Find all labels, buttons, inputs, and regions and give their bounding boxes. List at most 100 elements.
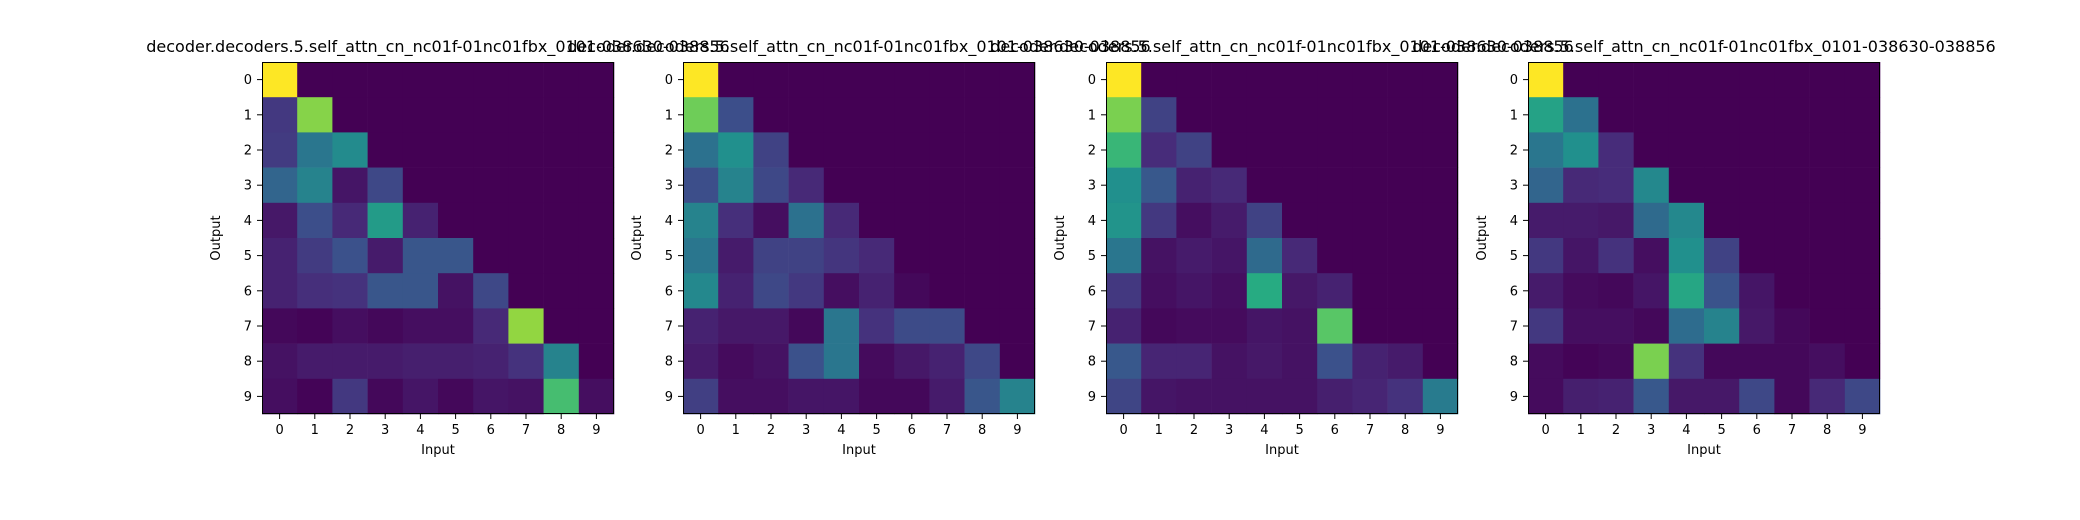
heatmap-cell (1176, 202, 1212, 239)
heatmap-cell (1774, 378, 1810, 415)
x-tick-label: 7 (522, 423, 530, 438)
heatmap-cell (1739, 308, 1775, 344)
heatmap-cell (894, 238, 930, 274)
heatmap-cell (1844, 378, 1881, 415)
heatmap-cell (823, 62, 860, 98)
x-tick-label: 9 (592, 423, 600, 438)
y-tick-label: 1 (1088, 108, 1096, 123)
heatmap-cell (367, 62, 404, 98)
heatmap-cell (1774, 167, 1810, 204)
heatmap-cell (1211, 378, 1248, 415)
heatmap-cell (718, 273, 754, 309)
heatmap-cell (1739, 97, 1775, 133)
y-tick-label: 4 (665, 214, 673, 229)
y-tick-label: 4 (1510, 214, 1518, 229)
heatmap-cell (999, 132, 1036, 168)
heatmap-cell (1282, 202, 1318, 239)
heatmap-cell (683, 308, 719, 344)
heatmap-cell (367, 343, 404, 380)
heatmap-cell (1387, 97, 1424, 133)
heatmap-cell (1563, 273, 1599, 309)
heatmap-cell (718, 167, 754, 204)
heatmap-cell (473, 238, 509, 274)
heatmap-cell (1528, 343, 1564, 380)
heatmap-cell (1352, 132, 1388, 168)
heatmap-cell (1774, 132, 1810, 168)
x-tick-label: 5 (1295, 423, 1303, 438)
heatmap-cell (964, 238, 1001, 274)
heatmap-panel-1: Input Output 0 1 2 3 4 5 6 7 8 9 0 1 2 3 4 5 6 7 8 9 decoder… (146, 37, 729, 458)
heatmap-cell (1809, 97, 1846, 133)
heatmap-cell (1668, 202, 1705, 239)
heatmap-cell (543, 238, 580, 274)
heatmap-cell (1774, 273, 1810, 309)
heatmap-cell (1563, 308, 1599, 344)
heatmap-cell (1704, 343, 1740, 380)
heatmap-cell (367, 132, 404, 168)
heatmap-cell (718, 97, 754, 133)
heatmap-cell (1774, 308, 1810, 344)
heatmap-cell (1282, 167, 1318, 204)
heatmap-cell (508, 97, 544, 133)
x-tick-label: 5 (451, 423, 459, 438)
heatmap-cell (543, 62, 580, 98)
heatmap-cell (332, 97, 368, 133)
heatmap-cell (1633, 273, 1670, 309)
heatmap-cell (753, 202, 789, 239)
heatmap-cell (1704, 97, 1740, 133)
heatmap-cell (578, 132, 615, 168)
heatmap-cell (859, 273, 895, 309)
x-axis-label: Input (1687, 443, 1721, 458)
heatmap-cell (402, 62, 439, 98)
heatmap-cell (859, 378, 895, 415)
x-tick-label: 7 (943, 423, 951, 438)
heatmap-cell (823, 238, 860, 274)
heatmap-cell (1668, 97, 1705, 133)
x-tick-label: 3 (1647, 423, 1655, 438)
heatmap-cell (1422, 378, 1459, 415)
heatmap-cell (1563, 238, 1599, 274)
heatmap-cell (1633, 343, 1670, 380)
heatmap-cell (578, 62, 615, 98)
heatmap-cell (1387, 202, 1424, 239)
y-tick-label: 2 (1510, 144, 1518, 159)
heatmap-cell (438, 238, 474, 274)
x-tick-label: 3 (381, 423, 389, 438)
heatmap-cell (1141, 238, 1177, 274)
heatmap-cell (1844, 97, 1881, 133)
x-tick-label: 5 (872, 423, 880, 438)
y-tick-label: 7 (1510, 320, 1518, 335)
heatmap-cell (753, 167, 789, 204)
heatmap-cell (1352, 343, 1388, 380)
heatmap-cell (929, 202, 965, 239)
x-tick-label: 1 (732, 423, 740, 438)
heatmap-cell (438, 273, 474, 309)
heatmap-cell (473, 62, 509, 98)
heatmap-cell (753, 62, 789, 98)
heatmap-cell (999, 167, 1036, 204)
heatmap-cell (1739, 343, 1775, 380)
heatmap-cell (1317, 167, 1353, 204)
x-tick-label: 0 (275, 423, 283, 438)
heatmap-cell (1633, 378, 1670, 415)
heatmap-cell (823, 167, 860, 204)
heatmap-cell (473, 273, 509, 309)
heatmap-cell (297, 273, 333, 309)
heatmap-cell (1563, 202, 1599, 239)
heatmap-cell (1106, 343, 1142, 380)
heatmap-cell (1528, 273, 1564, 309)
x-tick-label: 6 (908, 423, 916, 438)
plot-frame (1106, 62, 1458, 414)
heatmap-cell (332, 308, 368, 344)
y-tick-label: 3 (1510, 179, 1518, 194)
heatmap-cell (1317, 238, 1353, 274)
heatmap-cell (473, 378, 509, 415)
heatmap-cell (1598, 202, 1634, 239)
heatmap-cell (1352, 202, 1388, 239)
heatmap-cell (1106, 378, 1142, 415)
heatmap-cell (1141, 167, 1177, 204)
heatmap-cell (964, 273, 1001, 309)
heatmap-cell (1633, 238, 1670, 274)
heatmap-cells (1528, 62, 1881, 415)
x-tick-label: 3 (802, 423, 810, 438)
